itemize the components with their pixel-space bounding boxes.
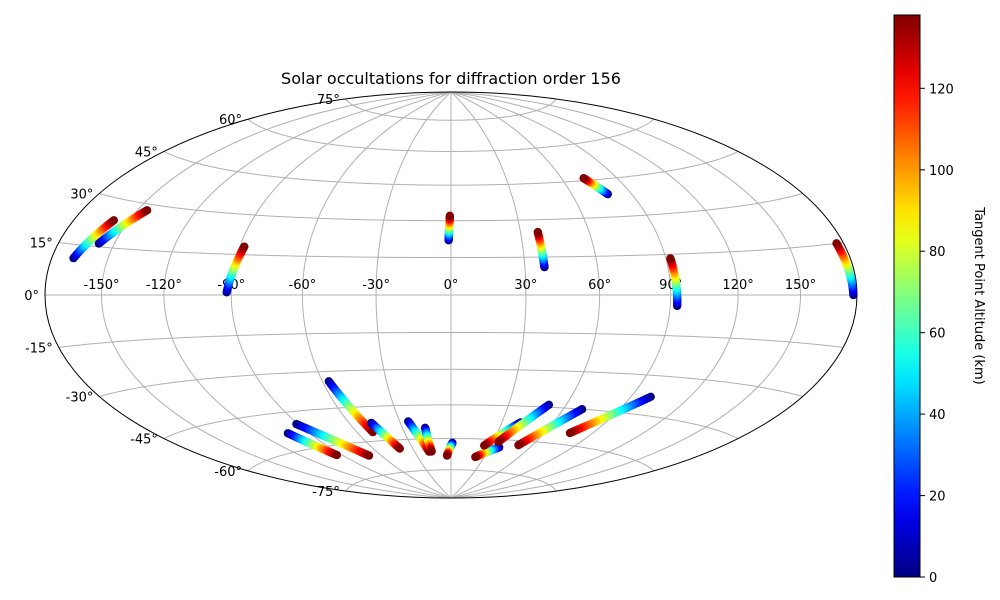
occultation-track (514, 405, 587, 450)
latitude-tick-label: -60° (214, 465, 242, 480)
occultation-track (533, 227, 549, 272)
data-point (442, 451, 452, 460)
latitude-tick-label: 60° (219, 113, 242, 128)
occultation-track (579, 173, 612, 199)
latitude-tick-label: -75° (312, 485, 340, 500)
latitude-tick-label: -30° (66, 391, 94, 406)
colorbar-ticks: 0 20 40 60 80 100 120 (920, 82, 954, 586)
latitude-tick-label: 15° (30, 237, 53, 252)
parallel-line (247, 118, 655, 152)
data-point (666, 254, 675, 263)
longitude-tick-label: -120° (146, 278, 182, 293)
occultation-track (420, 423, 436, 456)
occultation-track (565, 392, 655, 438)
parallel-line (345, 98, 557, 121)
data-point (445, 211, 455, 221)
occultation-track (832, 239, 857, 300)
data-point (565, 428, 575, 438)
latitude-tick-label: 30° (70, 188, 93, 203)
data-point (514, 440, 523, 450)
longitude-tick-label: 30° (514, 278, 537, 293)
colorbar-bar (893, 14, 921, 578)
longitude-tick-label: 150° (785, 278, 816, 293)
occultation-track (471, 443, 504, 462)
latitude-tick-label: -45° (130, 433, 158, 448)
data-point (494, 437, 503, 446)
occultation-track (444, 211, 455, 245)
colorbar-tick-label: 40 (929, 408, 946, 423)
latitude-tick-label: 45° (135, 146, 158, 161)
data-point (364, 451, 374, 460)
parallel-line (58, 331, 844, 349)
parallel-line (99, 368, 803, 397)
parallel-line (163, 404, 739, 439)
occultation-track (94, 206, 152, 248)
colorbar-tick-label: 20 (929, 490, 946, 505)
occultation-track (222, 242, 249, 297)
grid (45, 92, 857, 498)
longitude-tick-label: 60° (588, 278, 611, 293)
chart-title: Solar occultations for diffraction order… (281, 69, 621, 88)
data-point (332, 450, 341, 460)
occultation-track (666, 254, 682, 311)
colorbar-tick-label: 120 (929, 82, 954, 97)
occultation-track (442, 438, 457, 460)
longitude-tick-label: -30° (362, 278, 390, 293)
data-point (533, 227, 542, 237)
occultation-track (69, 216, 119, 263)
latitude-tick-labels: 75° 60° 45° 30° 15° 0° -15° -30° -45° -60° -75° (24, 93, 340, 500)
data-point (471, 452, 480, 462)
latitude-tick-label: -15° (25, 342, 53, 357)
colorbar-tick-label: 60 (929, 327, 946, 342)
latitude-tick-label: 75° (317, 93, 340, 108)
parallel-line (345, 469, 557, 492)
data-point (240, 242, 249, 251)
longitude-tick-label: -150° (83, 278, 119, 293)
longitude-tick-label: 120° (722, 278, 753, 293)
colorbar-label: Tangent Point Altitude (km) (971, 206, 986, 384)
longitude-tick-labels: -150°-120°-90°-60°-30°0°30°60°90°120°150… (83, 278, 816, 293)
parallel-line (163, 151, 739, 186)
data-point (832, 239, 841, 248)
data-point (427, 447, 436, 456)
longitude-tick-label: -60° (289, 278, 317, 293)
colorbar-tick-label: 100 (929, 164, 954, 179)
data-point (480, 441, 489, 450)
data-point (579, 173, 588, 183)
colorbar-tick-label: 80 (929, 245, 946, 260)
parallel-line (247, 438, 655, 472)
data-point (109, 216, 119, 225)
occultation-track (494, 400, 554, 446)
longitude-tick-label: 0° (444, 278, 459, 293)
occultation-track (292, 419, 374, 460)
data-point (395, 444, 404, 453)
colorbar-tick-label: 0 (929, 571, 937, 586)
data-point (142, 206, 152, 215)
latitude-tick-label: 0° (24, 289, 39, 304)
data-points (69, 173, 857, 462)
occultation-track (283, 429, 341, 460)
occultation-track (367, 418, 404, 453)
colorbar: 0 20 40 60 80 100 120 Tangent Point Altitude (… (893, 14, 986, 586)
parallel-line (58, 241, 844, 259)
